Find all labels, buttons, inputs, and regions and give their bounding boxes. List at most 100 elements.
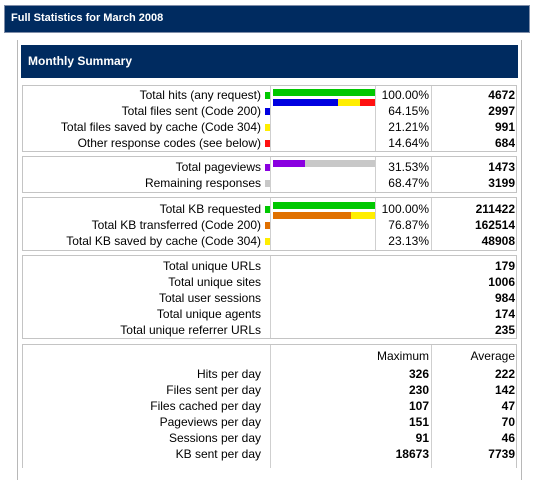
percent-value: 21.21%	[388, 120, 429, 134]
count-value: 1473	[488, 160, 515, 174]
pageviews-label: Remaining responses	[144, 176, 261, 190]
count-value: 684	[494, 136, 515, 150]
bar-segment	[338, 99, 360, 106]
pageviews-label: Total pageviews	[175, 160, 261, 174]
per-day-row: Sessions per day 91 46	[23, 430, 516, 446]
hits-row-sent: Total files sent (Code 200) 64.15% 2997	[23, 103, 516, 119]
kb-label: Total KB transferred (Code 200)	[91, 218, 261, 232]
kb-row-requested: Total KB requested 100.00% 211422	[23, 201, 516, 217]
unique-row: Total unique sites 1006	[23, 274, 516, 290]
per-day-row: Hits per day 326 222	[23, 366, 516, 382]
unique-label: Total user sessions	[158, 291, 261, 305]
unique-value: 174	[494, 307, 515, 321]
unique-label: Total unique sites	[168, 275, 261, 289]
hits-label: Total files saved by cache (Code 304)	[60, 120, 261, 134]
hits-label: Total hits (any request)	[139, 88, 261, 102]
count-value: 48908	[481, 234, 515, 248]
kb-label: Total KB saved by cache (Code 304)	[66, 234, 261, 248]
count-value: 991	[494, 120, 515, 134]
remaining-row: Remaining responses 68.47% 3199	[23, 175, 516, 191]
hits-row-cached: Total files saved by cache (Code 304) 21…	[23, 119, 516, 135]
per-day-row: Files sent per day 230 142	[23, 382, 516, 398]
maximum-value: 230	[408, 383, 429, 397]
statistics-frame	[17, 40, 522, 480]
maximum-value: 18673	[395, 447, 429, 461]
bar-segment	[360, 99, 375, 106]
maximum-header: Maximum	[376, 349, 429, 363]
percent-value: 76.87%	[388, 218, 429, 232]
percent-value: 68.47%	[388, 176, 429, 190]
unique-label: Total unique URLs	[162, 259, 261, 273]
average-value: 7739	[488, 447, 515, 461]
kb-row-transferred: Total KB transferred (Code 200) 76.87% 1…	[23, 217, 516, 233]
count-value: 162514	[474, 218, 515, 232]
per-day-label: Files cached per day	[150, 399, 261, 413]
unique-row: Total unique URLs 179	[23, 258, 516, 274]
per-day-label: Files sent per day	[166, 383, 261, 397]
percent-value: 100.00%	[381, 88, 429, 102]
maximum-value: 326	[408, 367, 429, 381]
percent-value: 64.15%	[388, 104, 429, 118]
bar-segment	[273, 89, 375, 96]
color-key-marker	[265, 206, 270, 213]
percent-value: 31.53%	[388, 160, 429, 174]
maximum-value: 151	[408, 415, 429, 429]
count-value: 3199	[488, 176, 515, 190]
maximum-value: 91	[415, 431, 429, 445]
window-title-bar: Full Statistics for March 2008	[4, 5, 530, 33]
pageviews-row: Total pageviews 31.53% 1473	[23, 159, 516, 175]
hits-label: Total files sent (Code 200)	[121, 104, 261, 118]
section-title: Monthly Summary	[28, 54, 133, 68]
bar-segment	[273, 160, 305, 167]
color-key-marker	[265, 164, 270, 171]
color-key-marker	[265, 92, 270, 99]
unique-value: 235	[494, 323, 515, 337]
average-value: 222	[494, 367, 515, 381]
average-header: Average	[470, 349, 515, 363]
unique-value: 179	[494, 259, 515, 273]
kb-group: Total KB requested 100.00% 211422 Total …	[22, 197, 517, 251]
percent-value: 14.64%	[388, 136, 429, 150]
color-key-marker	[265, 140, 270, 147]
color-key-marker	[265, 124, 270, 131]
per-day-label: Sessions per day	[168, 431, 261, 445]
pageviews-group: Total pageviews 31.53% 1473 Remaining re…	[22, 156, 517, 193]
hits-row-total: Total hits (any request) 100.00% 4672	[23, 87, 516, 103]
average-value: 142	[494, 383, 515, 397]
unique-value: 984	[494, 291, 515, 305]
kb-row-saved: Total KB saved by cache (Code 304) 23.13…	[23, 233, 516, 249]
color-key-marker	[265, 238, 270, 245]
percent-value: 23.13%	[388, 234, 429, 248]
bar-segment	[273, 212, 351, 219]
page-title: Full Statistics for March 2008	[11, 12, 164, 24]
unique-value: 1006	[488, 275, 515, 289]
unique-row: Total user sessions 984	[23, 290, 516, 306]
unique-row: Total unique referrer URLs 235	[23, 322, 516, 338]
uniques-group: Total unique URLs 179 Total unique sites…	[22, 255, 517, 339]
per-day-label: KB sent per day	[175, 447, 261, 461]
bar-segment	[273, 99, 338, 106]
per-day-row: KB sent per day 18673 7739	[23, 446, 516, 462]
count-value: 2997	[488, 104, 515, 118]
section-header: Monthly Summary	[21, 45, 518, 78]
count-value: 211422	[475, 202, 515, 216]
color-key-marker	[265, 108, 270, 115]
color-key-marker	[265, 180, 270, 187]
per-day-header-row: Maximum Average	[23, 348, 516, 364]
average-value: 47	[501, 399, 515, 413]
hits-group: Total hits (any request) 100.00% 4672 To…	[22, 85, 517, 152]
per-day-row: Pageviews per day 151 70	[23, 414, 516, 430]
bar-segment	[305, 160, 375, 167]
maximum-value: 107	[408, 399, 429, 413]
per-day-group: Maximum Average Hits per day 326 222 Fil…	[22, 344, 517, 468]
unique-label: Total unique referrer URLs	[120, 323, 261, 337]
percent-value: 100.00%	[381, 202, 429, 216]
per-day-label: Pageviews per day	[159, 415, 261, 429]
count-value: 4672	[488, 88, 515, 102]
per-day-row: Files cached per day 107 47	[23, 398, 516, 414]
unique-label: Total unique agents	[156, 307, 261, 321]
hits-row-other: Other response codes (see below) 14.64% …	[23, 135, 516, 151]
average-value: 70	[501, 415, 515, 429]
bar-segment	[273, 202, 375, 209]
unique-row: Total unique agents 174	[23, 306, 516, 322]
